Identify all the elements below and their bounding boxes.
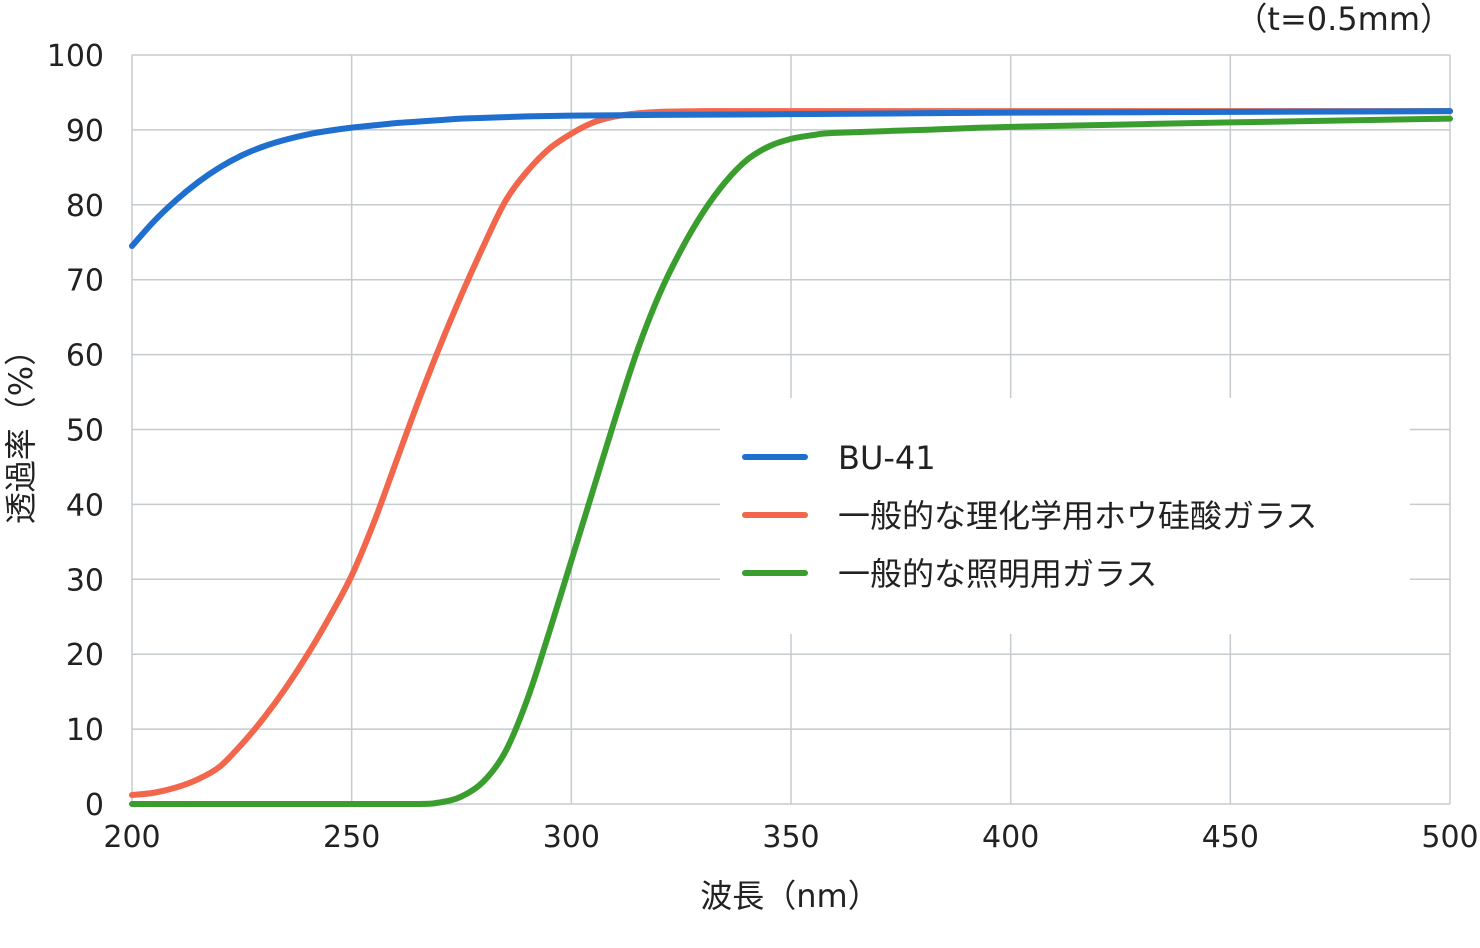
x-tick-label: 450 <box>1202 820 1259 855</box>
y-tick-labels: 0 10 20 30 40 50 60 70 80 90 100 <box>47 39 104 823</box>
y-tick-label: 0 <box>85 788 104 823</box>
x-tick-label: 300 <box>543 820 600 855</box>
y-tick-label: 50 <box>66 414 104 449</box>
y-tick-label: 30 <box>66 563 104 598</box>
y-tick-label: 20 <box>66 638 104 673</box>
y-tick-label: 80 <box>66 189 104 224</box>
legend: BU-41 一般的な理化学用ホウ硅酸ガラス 一般的な照明用ガラス <box>720 398 1410 634</box>
y-tick-label: 60 <box>66 339 104 374</box>
legend-label-borosilicate: 一般的な理化学用ホウ硅酸ガラス <box>838 497 1317 535</box>
thickness-annotation: （t=0.5mm） <box>1235 0 1452 38</box>
legend-label-bu41: BU-41 <box>838 439 936 477</box>
y-axis-title: 透過率（%） <box>2 334 40 524</box>
x-tick-label: 350 <box>762 820 819 855</box>
y-tick-label: 70 <box>66 264 104 299</box>
y-tick-label: 40 <box>66 488 104 523</box>
series-line-bu41 <box>129 108 1453 249</box>
series-line-lighting-glass <box>129 115 1453 808</box>
legend-background <box>720 398 1410 634</box>
x-axis-title: 波長（nm） <box>700 877 879 915</box>
x-tick-label: 500 <box>1421 820 1478 855</box>
x-tick-labels: 200 250 300 350 400 450 500 <box>103 820 1478 855</box>
series-lines <box>129 108 1453 808</box>
x-tick-label: 200 <box>103 820 160 855</box>
legend-label-lighting-glass: 一般的な照明用ガラス <box>838 555 1157 593</box>
y-tick-label: 10 <box>66 713 104 748</box>
y-tick-label: 100 <box>47 39 104 74</box>
y-tick-label: 90 <box>66 114 104 149</box>
x-tick-label: 400 <box>982 820 1039 855</box>
x-tick-label: 250 <box>323 820 380 855</box>
